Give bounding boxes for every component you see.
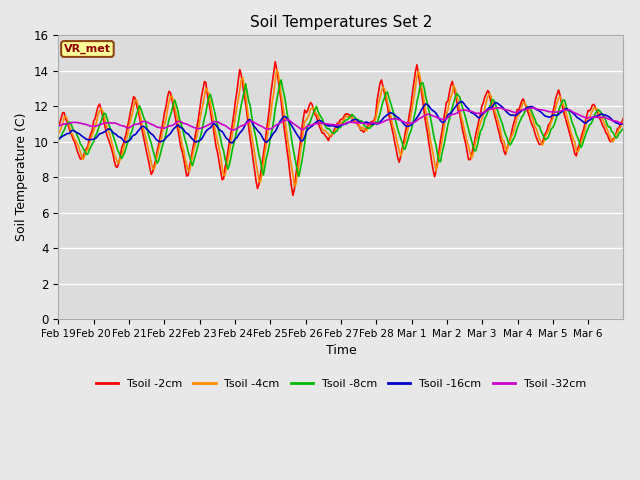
Tsoil -4cm xyxy=(620,118,627,123)
Line: Tsoil -8cm: Tsoil -8cm xyxy=(58,80,623,177)
Tsoil -8cm xyxy=(545,134,552,140)
Tsoil -16cm xyxy=(458,98,465,104)
Tsoil -8cm xyxy=(618,127,626,132)
Tsoil -8cm xyxy=(295,174,303,180)
Tsoil -8cm xyxy=(74,133,81,139)
Tsoil -32cm xyxy=(618,120,626,126)
Tsoil -4cm xyxy=(273,67,280,72)
Tsoil -2cm xyxy=(92,116,99,121)
Tsoil -32cm xyxy=(347,120,355,125)
Tsoil -32cm xyxy=(74,120,81,125)
Line: Tsoil -4cm: Tsoil -4cm xyxy=(58,70,623,186)
Tsoil -8cm xyxy=(277,77,285,83)
Tsoil -2cm xyxy=(545,122,552,128)
Tsoil -2cm xyxy=(620,115,627,121)
Line: Tsoil -16cm: Tsoil -16cm xyxy=(58,101,623,143)
Tsoil -32cm xyxy=(545,108,552,114)
Tsoil -16cm xyxy=(620,121,627,127)
Tsoil -8cm xyxy=(54,137,62,143)
Tsoil -4cm xyxy=(545,128,552,134)
Tsoil -32cm xyxy=(494,105,502,111)
Tsoil -8cm xyxy=(348,111,356,117)
Tsoil -16cm xyxy=(460,101,468,107)
Tsoil -16cm xyxy=(545,114,552,120)
Tsoil -16cm xyxy=(54,136,62,142)
Tsoil -4cm xyxy=(54,131,62,136)
Tsoil -2cm xyxy=(271,59,279,65)
Tsoil -2cm xyxy=(54,122,62,128)
Tsoil -4cm xyxy=(92,123,99,129)
Tsoil -4cm xyxy=(74,141,81,147)
Tsoil -2cm xyxy=(289,192,297,198)
Tsoil -4cm xyxy=(460,126,468,132)
Title: Soil Temperatures Set 2: Soil Temperatures Set 2 xyxy=(250,15,432,30)
Tsoil -2cm xyxy=(460,134,468,140)
Y-axis label: Soil Temperature (C): Soil Temperature (C) xyxy=(15,113,28,241)
Text: VR_met: VR_met xyxy=(64,44,111,54)
Tsoil -16cm xyxy=(618,121,626,127)
Tsoil -32cm xyxy=(620,120,627,126)
X-axis label: Time: Time xyxy=(326,344,356,357)
Tsoil -2cm xyxy=(74,149,81,155)
Tsoil -16cm xyxy=(347,119,355,125)
Tsoil -8cm xyxy=(92,133,99,139)
Tsoil -32cm xyxy=(230,127,237,133)
Line: Tsoil -32cm: Tsoil -32cm xyxy=(58,108,623,130)
Tsoil -8cm xyxy=(620,126,627,132)
Tsoil -4cm xyxy=(348,114,356,120)
Line: Tsoil -2cm: Tsoil -2cm xyxy=(58,62,623,195)
Tsoil -2cm xyxy=(348,115,356,120)
Tsoil -32cm xyxy=(92,123,99,129)
Tsoil -4cm xyxy=(291,183,298,189)
Legend: Tsoil -2cm, Tsoil -4cm, Tsoil -8cm, Tsoil -16cm, Tsoil -32cm: Tsoil -2cm, Tsoil -4cm, Tsoil -8cm, Tsoi… xyxy=(92,374,590,393)
Tsoil -8cm xyxy=(460,110,468,116)
Tsoil -4cm xyxy=(618,121,626,127)
Tsoil -32cm xyxy=(54,123,62,129)
Tsoil -2cm xyxy=(618,119,626,125)
Tsoil -16cm xyxy=(74,130,81,136)
Tsoil -16cm xyxy=(228,140,236,146)
Tsoil -32cm xyxy=(459,107,467,113)
Tsoil -16cm xyxy=(92,136,99,142)
